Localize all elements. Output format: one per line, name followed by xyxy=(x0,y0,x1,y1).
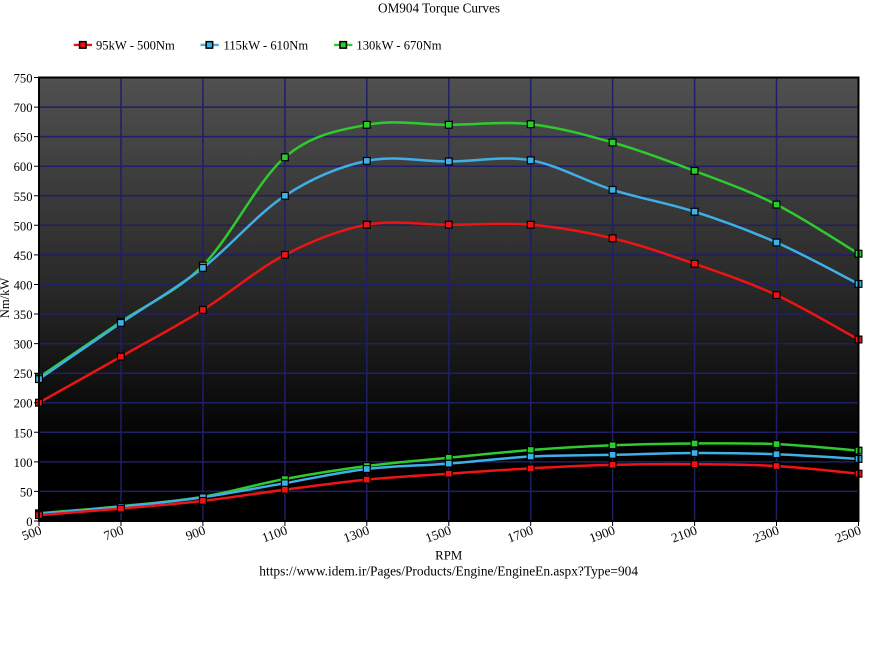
svg-text:1500: 1500 xyxy=(423,522,453,545)
svg-text:500: 500 xyxy=(20,522,44,543)
svg-text:300: 300 xyxy=(14,338,33,352)
svg-text:250: 250 xyxy=(14,367,33,381)
svg-text:95kW - 500Nm: 95kW - 500Nm xyxy=(96,38,175,52)
svg-text:750: 750 xyxy=(14,72,33,86)
svg-text:Nm/kW: Nm/kW xyxy=(0,278,12,319)
svg-text:2500: 2500 xyxy=(833,522,863,545)
svg-text:700: 700 xyxy=(102,522,126,543)
svg-text:https://www.idem.ir/Pages/Prod: https://www.idem.ir/Pages/Products/Engin… xyxy=(259,564,638,579)
svg-text:200: 200 xyxy=(14,397,33,411)
svg-text:500: 500 xyxy=(14,219,33,233)
svg-text:130kW - 670Nm: 130kW - 670Nm xyxy=(356,38,441,52)
svg-text:700: 700 xyxy=(14,101,33,115)
svg-text:400: 400 xyxy=(14,279,33,293)
svg-text:900: 900 xyxy=(184,522,208,543)
svg-text:1300: 1300 xyxy=(341,522,371,545)
svg-text:350: 350 xyxy=(14,308,33,322)
svg-text:150: 150 xyxy=(14,426,33,440)
svg-text:1700: 1700 xyxy=(505,522,535,545)
svg-text:2100: 2100 xyxy=(669,522,699,545)
svg-text:600: 600 xyxy=(14,160,33,174)
svg-text:550: 550 xyxy=(14,190,33,204)
svg-text:650: 650 xyxy=(14,131,33,145)
svg-text:0: 0 xyxy=(26,515,32,529)
svg-text:1100: 1100 xyxy=(260,522,290,545)
svg-text:50: 50 xyxy=(20,485,33,499)
svg-text:450: 450 xyxy=(14,249,33,263)
svg-text:100: 100 xyxy=(14,456,33,470)
svg-text:1900: 1900 xyxy=(587,522,617,545)
svg-text:RPM: RPM xyxy=(435,549,462,563)
svg-text:2300: 2300 xyxy=(751,522,781,545)
svg-text:OM904 Torque Curves: OM904 Torque Curves xyxy=(378,1,500,16)
svg-text:115kW - 610Nm: 115kW - 610Nm xyxy=(224,38,309,52)
